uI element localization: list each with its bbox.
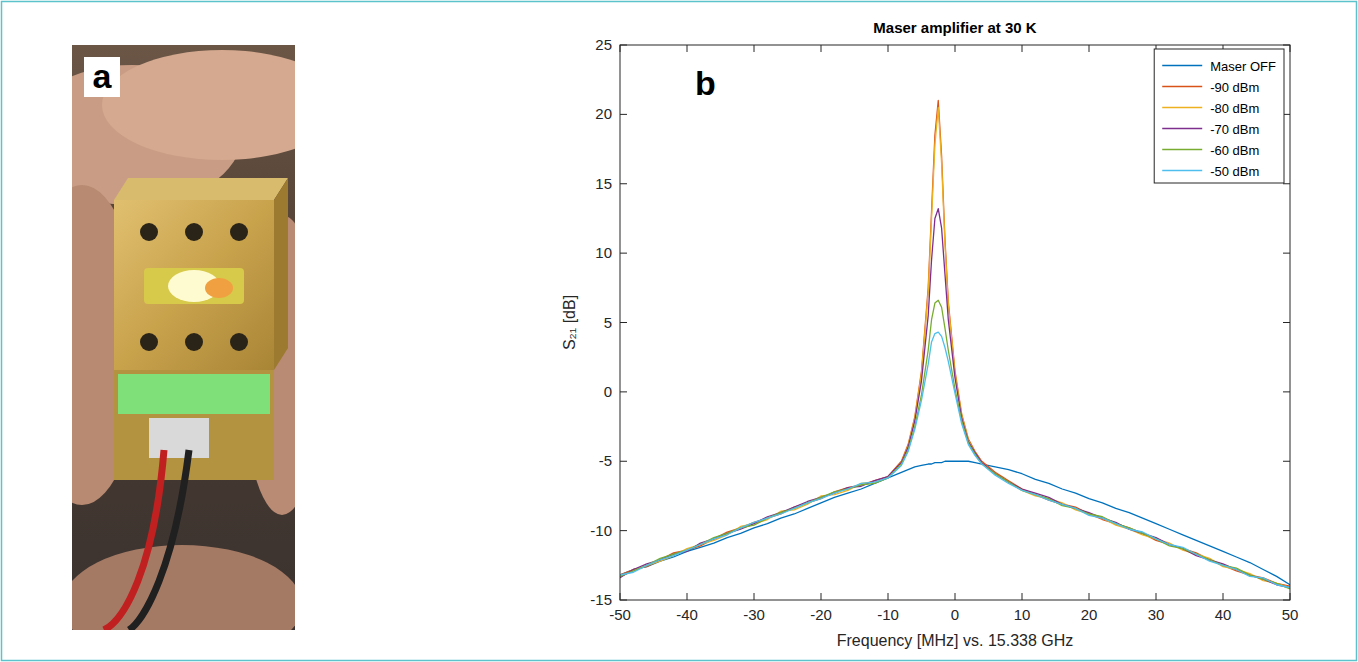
y-tick-label: 5 [604,314,612,331]
chart-title: Maser amplifier at 30 K [873,19,1037,36]
block-side [274,178,288,370]
series-line [620,332,1290,587]
wire-red [104,450,164,630]
x-tick-label: 50 [1282,606,1299,623]
y-tick [620,183,627,184]
x-tick-label: -20 [810,606,832,623]
screw-hole [140,223,158,241]
x-tick-label: 10 [1014,606,1031,623]
legend-label: -50 dBm [1210,164,1259,179]
x-tick-top [1022,45,1023,52]
y-tick-label: 25 [595,36,612,53]
x-tick-label: -30 [743,606,765,623]
plot-area [620,45,1290,600]
x-tick [1156,593,1157,600]
series-line [620,461,1290,584]
legend-label: -90 dBm [1210,80,1259,95]
y-tick [620,391,627,392]
y-tick-label: 20 [595,105,612,122]
screw-hole [185,333,203,351]
x-tick-label: -10 [877,606,899,623]
legend-swatch [1162,149,1202,151]
legend-swatch [1162,86,1202,88]
x-tick [1089,593,1090,600]
x-tick-label: 20 [1081,606,1098,623]
y-tick-label: -10 [590,522,612,539]
legend: Maser OFF -90 dBm -80 dBm -70 dBm -60 dBm -50… [1154,49,1284,183]
finger [102,50,295,160]
wire-black [129,450,189,630]
y-tick [620,530,627,531]
screw-hole [230,333,248,351]
y-tick [620,461,627,462]
y-tick-right [1283,322,1290,323]
block-top [114,178,288,200]
screw-hole [140,333,158,351]
x-tick-top [1089,45,1090,52]
plot-frame [620,45,1290,600]
led-board [118,374,270,414]
light-slot [144,268,244,304]
figure: aMaser amplifier at 30 K-50-40-30-20-100… [0,0,1358,662]
panel-letter: a [93,57,113,95]
legend-label: -60 dBm [1210,143,1259,158]
x-tick [687,593,688,600]
crystal [205,278,233,298]
solder-pad [149,418,209,458]
lower-block [114,370,274,480]
y-tick [620,114,627,115]
y-tick [620,322,627,323]
y-tick-label: 0 [604,383,612,400]
x-tick-label: 0 [951,606,959,623]
x-tick [754,593,755,600]
y-axis-title: S₂₁ [dB] [561,295,578,350]
y-tick-label: 15 [595,175,612,192]
x-axis-title: Frequency [MHz] vs. 15.338 GHz [837,632,1074,649]
y-tick-right [1283,530,1290,531]
panel-letter: b [695,64,716,102]
x-tick-top [687,45,688,52]
y-tick-right [1283,253,1290,254]
legend-swatch [1162,128,1202,130]
axes: -50-40-30-20-1001020304050-15-10-5051015… [590,36,1298,623]
y-tick-right [1283,391,1290,392]
x-tick [888,593,889,600]
legend-label: -80 dBm [1210,101,1259,116]
x-tick-label: -40 [676,606,698,623]
screw-hole [185,223,203,241]
y-tick-label: 10 [595,244,612,261]
legend-swatch [1162,170,1202,172]
panel-letter-bg [84,57,120,97]
x-tick [1022,593,1023,600]
x-tick [821,593,822,600]
y-tick-label: -15 [590,591,612,608]
legend-swatch [1162,65,1202,67]
x-tick-top [754,45,755,52]
photo-panel [72,45,295,630]
x-tick [955,593,956,600]
legend-swatch [1162,107,1202,109]
hand [72,545,295,630]
y-tick-label: -5 [599,452,612,469]
x-tick-label: -50 [609,606,631,623]
screw-hole [230,223,248,241]
x-tick-label: 30 [1148,606,1165,623]
legend-label: Maser OFF [1210,59,1276,74]
x-tick-top [821,45,822,52]
y-tick-right [1283,461,1290,462]
y-tick [620,253,627,254]
series-line [620,209,1290,588]
x-tick [1223,593,1224,600]
x-tick-top [888,45,889,52]
legend-label: -70 dBm [1210,122,1259,137]
x-tick-top [955,45,956,52]
series-line [620,300,1290,589]
x-tick-label: 40 [1215,606,1232,623]
block-face [114,200,274,370]
legend-box [1154,49,1284,183]
